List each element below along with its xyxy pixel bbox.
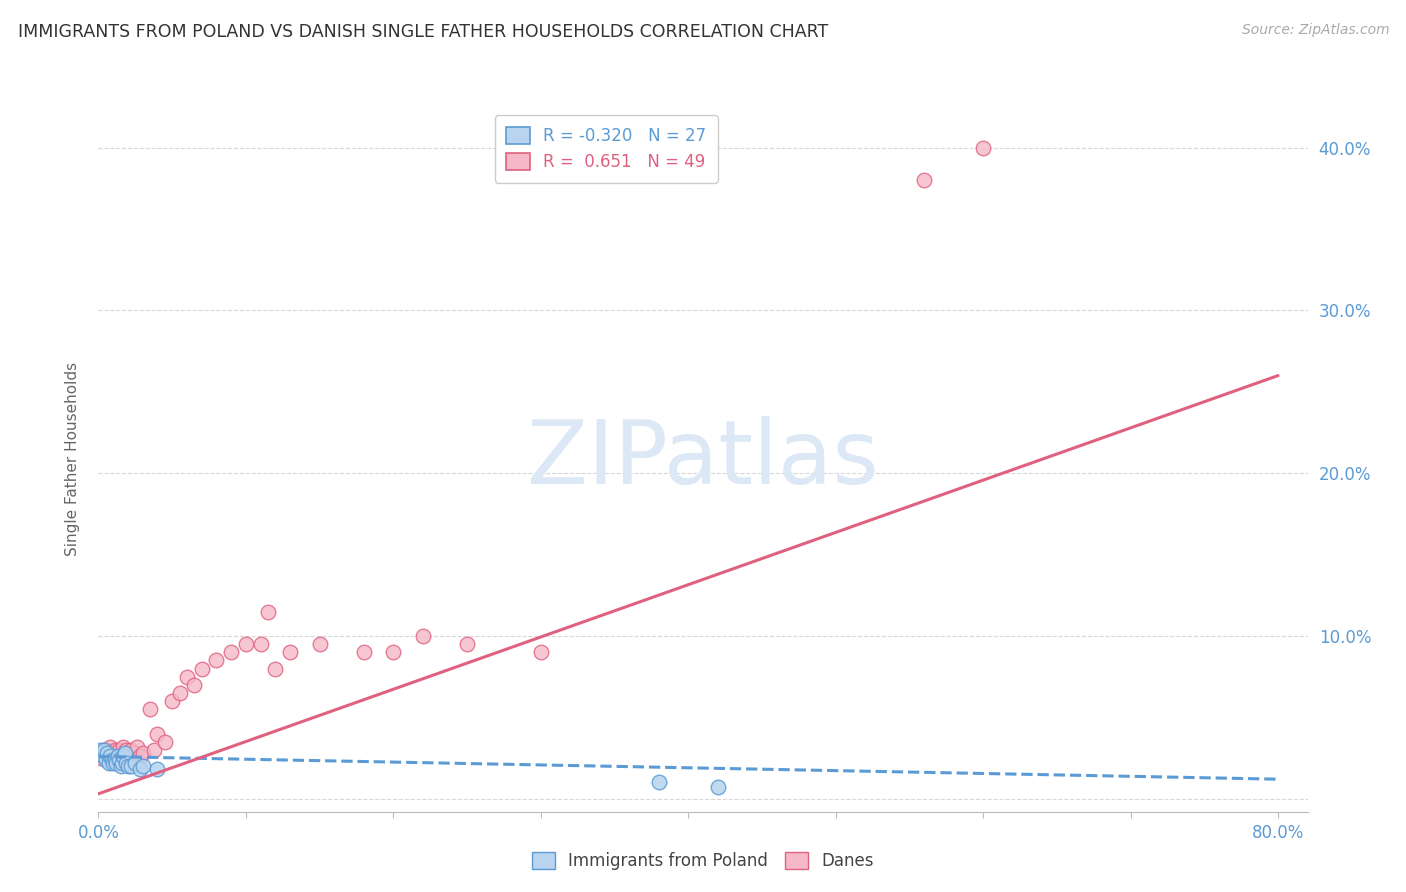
Point bbox=[110, 753, 132, 767]
Point bbox=[97, 756, 120, 770]
Point bbox=[120, 743, 142, 757]
Point bbox=[93, 743, 115, 757]
Point bbox=[160, 694, 183, 708]
Point bbox=[706, 780, 728, 795]
Point bbox=[94, 753, 117, 767]
Point bbox=[93, 746, 115, 760]
Point bbox=[382, 645, 405, 659]
Point bbox=[91, 749, 114, 764]
Point bbox=[117, 759, 139, 773]
Point bbox=[89, 746, 111, 760]
Point bbox=[257, 605, 280, 619]
Point bbox=[115, 743, 138, 757]
Y-axis label: Single Father Households: Single Father Households bbox=[65, 362, 80, 557]
Point bbox=[101, 756, 124, 770]
Point bbox=[912, 173, 935, 187]
Point bbox=[278, 645, 301, 659]
Point bbox=[96, 743, 118, 757]
Point bbox=[308, 637, 330, 651]
Point bbox=[124, 756, 146, 770]
Point bbox=[249, 637, 271, 651]
Point bbox=[107, 749, 129, 764]
Point bbox=[114, 749, 136, 764]
Point bbox=[105, 756, 128, 770]
Point bbox=[112, 749, 135, 764]
Point bbox=[972, 141, 994, 155]
Point bbox=[205, 653, 228, 667]
Point bbox=[115, 756, 138, 770]
Point bbox=[104, 743, 127, 757]
Point bbox=[110, 759, 132, 773]
Point bbox=[120, 759, 142, 773]
Point bbox=[111, 746, 134, 760]
Point bbox=[264, 661, 287, 675]
Point bbox=[128, 763, 150, 777]
Legend: R = -0.320   N = 27, R =  0.651   N = 49: R = -0.320 N = 27, R = 0.651 N = 49 bbox=[495, 115, 718, 183]
Point bbox=[146, 726, 169, 740]
Point bbox=[90, 751, 112, 765]
Point bbox=[98, 739, 121, 754]
Text: IMMIGRANTS FROM POLAND VS DANISH SINGLE FATHER HOUSEHOLDS CORRELATION CHART: IMMIGRANTS FROM POLAND VS DANISH SINGLE … bbox=[18, 23, 828, 41]
Point bbox=[128, 749, 150, 764]
Point bbox=[122, 746, 145, 760]
Point bbox=[89, 743, 111, 757]
Point bbox=[90, 746, 112, 760]
Point bbox=[96, 746, 118, 760]
Point bbox=[146, 763, 169, 777]
Point bbox=[169, 686, 191, 700]
Legend: Immigrants from Poland, Danes: Immigrants from Poland, Danes bbox=[526, 845, 880, 877]
Point bbox=[114, 746, 136, 760]
Point bbox=[219, 645, 242, 659]
Point bbox=[530, 645, 553, 659]
Point bbox=[131, 746, 153, 760]
Point bbox=[108, 753, 131, 767]
Point bbox=[131, 759, 153, 773]
Point bbox=[412, 629, 434, 643]
Point bbox=[125, 739, 148, 754]
Point bbox=[139, 702, 162, 716]
Point bbox=[143, 743, 166, 757]
Text: ZIPatlas: ZIPatlas bbox=[527, 416, 879, 503]
Point bbox=[112, 739, 135, 754]
Point bbox=[117, 753, 139, 767]
Point bbox=[190, 661, 212, 675]
Point bbox=[176, 670, 198, 684]
Text: Source: ZipAtlas.com: Source: ZipAtlas.com bbox=[1241, 23, 1389, 37]
Point bbox=[153, 735, 176, 749]
Point bbox=[91, 743, 114, 757]
Point bbox=[648, 775, 671, 789]
Point bbox=[104, 753, 127, 767]
Point bbox=[108, 743, 131, 757]
Point bbox=[353, 645, 375, 659]
Point bbox=[456, 637, 478, 651]
Point bbox=[100, 753, 122, 767]
Point bbox=[235, 637, 257, 651]
Point bbox=[105, 749, 128, 764]
Point bbox=[94, 749, 117, 764]
Point bbox=[97, 753, 120, 767]
Point bbox=[98, 749, 121, 764]
Point bbox=[111, 756, 134, 770]
Point bbox=[100, 746, 122, 760]
Point bbox=[183, 678, 205, 692]
Point bbox=[101, 749, 124, 764]
Point bbox=[107, 746, 129, 760]
